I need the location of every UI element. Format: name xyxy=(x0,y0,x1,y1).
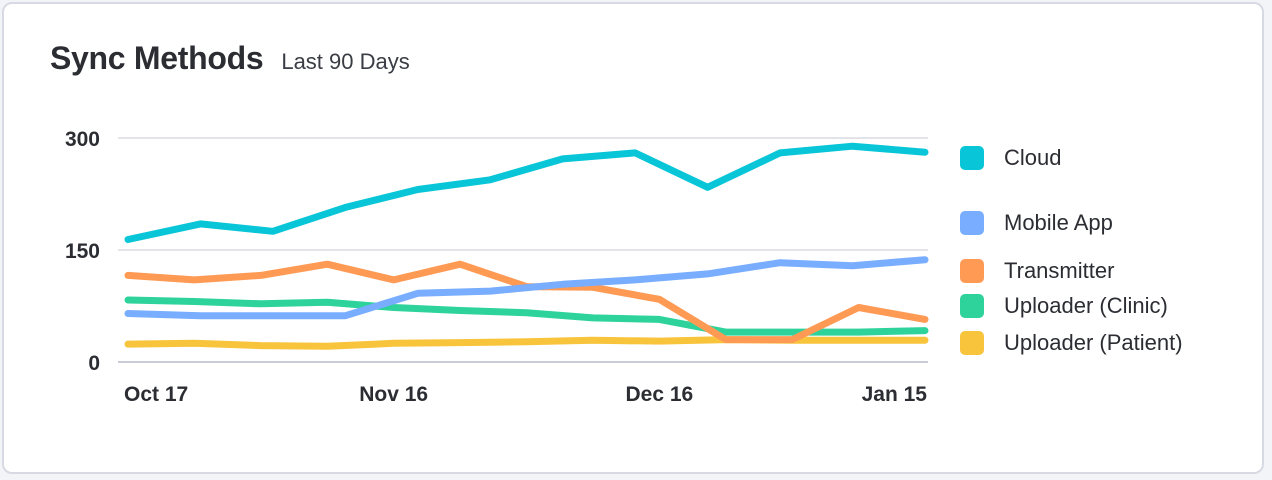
chart-subtitle: Last 90 Days xyxy=(281,49,410,74)
chart-card: Sync Methods Last 90 Days xyxy=(2,2,1264,474)
legend-label: Cloud xyxy=(1004,145,1062,170)
legend-label: Uploader (Clinic) xyxy=(1004,293,1168,318)
x-tick-label: Oct 17 xyxy=(124,383,188,406)
legend-swatch xyxy=(960,331,984,355)
legend-item[interactable]: Uploader (Clinic) xyxy=(960,293,1168,319)
legend-swatch xyxy=(960,259,984,283)
legend-item[interactable]: Transmitter xyxy=(960,258,1114,284)
legend: Cloud Mobile App Transmitter Uploader (Clin… xyxy=(960,0,1260,470)
series-line-uploader-patient[interactable] xyxy=(124,336,929,350)
x-tick-label: Jan 15 xyxy=(862,383,928,406)
series-line-uploader-clinic[interactable] xyxy=(124,296,929,336)
x-tick-label: Nov 16 xyxy=(359,383,428,406)
legend-label: Uploader (Patient) xyxy=(1004,330,1183,355)
legend-item[interactable]: Uploader (Patient) xyxy=(960,330,1183,356)
x-tick-label: Dec 16 xyxy=(625,383,693,406)
y-tick-label: 0 xyxy=(88,352,100,375)
series-line-mobile-app[interactable] xyxy=(124,256,929,320)
legend-item[interactable]: Cloud xyxy=(960,145,1061,171)
legend-label: Mobile App xyxy=(1004,210,1113,235)
legend-item[interactable]: Mobile App xyxy=(960,210,1113,236)
legend-swatch xyxy=(960,294,984,318)
y-tick-label: 300 xyxy=(65,128,100,151)
chart-title: Sync Methods xyxy=(50,40,264,76)
legend-label: Transmitter xyxy=(1004,258,1115,283)
legend-swatch xyxy=(960,146,984,170)
legend-swatch xyxy=(960,211,984,235)
chart-header: Sync Methods Last 90 Days xyxy=(50,40,410,77)
y-tick-label: 150 xyxy=(65,240,100,263)
series-line-cloud[interactable] xyxy=(124,142,929,243)
